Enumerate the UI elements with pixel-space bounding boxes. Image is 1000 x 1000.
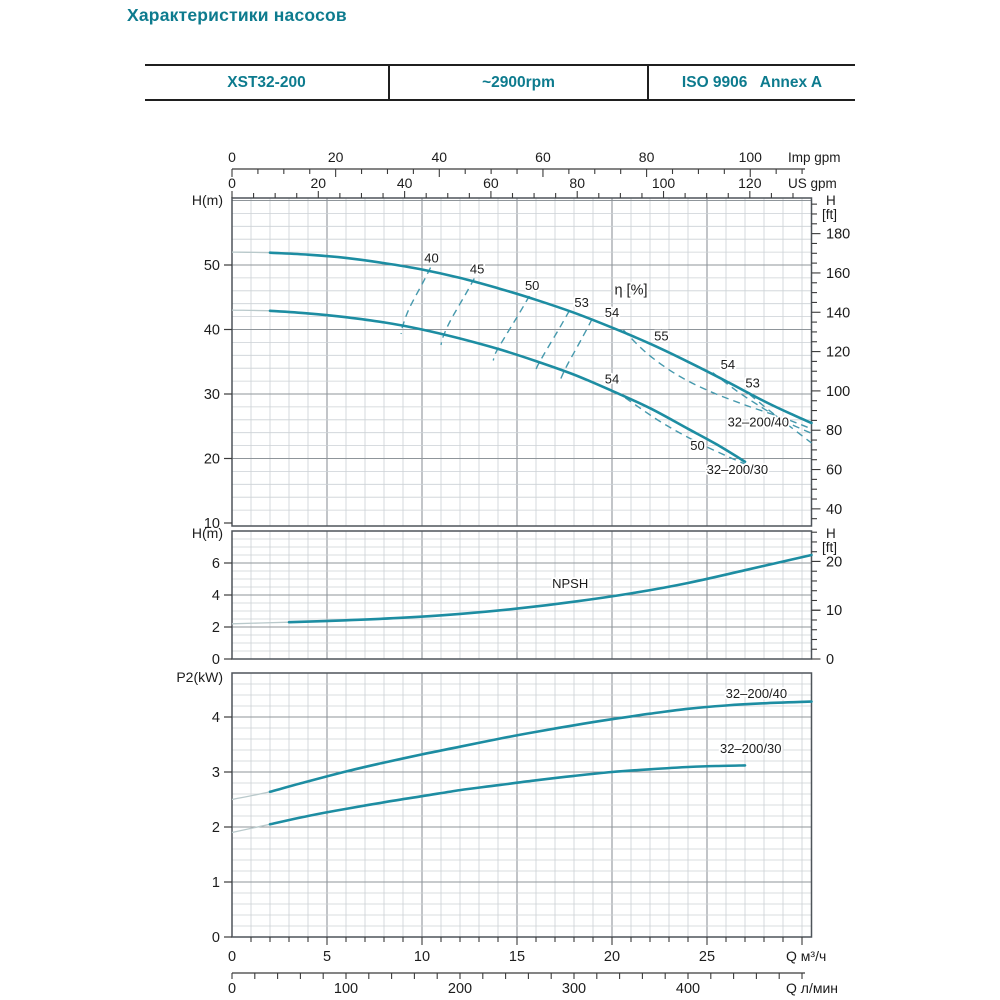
head-right-tick-label: 180 xyxy=(826,227,850,243)
p2-left-tick-label: 4 xyxy=(212,710,220,726)
head-right-tick-label: 60 xyxy=(826,463,842,479)
imp-gpm-unit: Imp gpm xyxy=(788,150,841,165)
us-gpm-tick-label: 100 xyxy=(652,175,676,191)
imp-gpm-tick-label: 60 xyxy=(535,149,551,165)
q-m3h-tick-label: 10 xyxy=(414,949,430,965)
us-gpm-tick-label: 20 xyxy=(311,175,327,191)
us-gpm-tick-label: 120 xyxy=(738,175,762,191)
us-gpm-unit: US gpm xyxy=(788,176,837,191)
head-right-tick-label: 80 xyxy=(826,423,842,439)
head-right-tick-label: 120 xyxy=(826,345,850,361)
head-left-tick-label: 20 xyxy=(204,452,220,468)
npsh-left-tick-label: 2 xyxy=(212,620,220,636)
q-m3h-unit: Q м³/ч xyxy=(786,948,826,964)
efficiency-contour-54 xyxy=(712,372,812,434)
spec-speed: ~2900rpm xyxy=(388,66,647,99)
head-left-tick-label: 10 xyxy=(204,516,220,532)
efficiency-contour-53 xyxy=(534,310,570,374)
imp-gpm-tick-label: 40 xyxy=(432,149,448,165)
curve-32–200/40 xyxy=(268,700,813,794)
q-m3h-tick-label: 0 xyxy=(228,949,236,965)
chart-label-32200/30: 32–200/30 xyxy=(707,462,768,477)
head-ylabel-right: H xyxy=(826,193,836,208)
chart-label-50: 50 xyxy=(690,438,704,453)
q-m3h-tick-label: 5 xyxy=(323,949,331,965)
efficiency-contour-53 xyxy=(749,394,812,444)
q-lmin-tick-label: 300 xyxy=(562,981,586,997)
imp-gpm-tick-label: 80 xyxy=(639,149,655,165)
chart-label-55: 55 xyxy=(654,328,668,343)
q-m3h-tick-label: 15 xyxy=(509,949,525,965)
q-lmin-tick-label: 400 xyxy=(676,981,700,997)
q-lmin-tick-label: 100 xyxy=(334,981,358,997)
imp-gpm-tick-label: 0 xyxy=(228,149,236,165)
chart-label-53: 53 xyxy=(745,376,759,391)
us-gpm-tick-label: 0 xyxy=(228,175,236,191)
p2-plot-border xyxy=(231,672,813,938)
spec-standard: ISO 9906 Annex A xyxy=(647,66,855,99)
us-gpm-tick-label: 80 xyxy=(569,175,585,191)
chart-label-32200/40: 32–200/40 xyxy=(726,686,787,701)
npsh-right-tick-label: 10 xyxy=(826,603,842,619)
npsh-ylabel-right: H xyxy=(826,526,836,541)
q-lmin-tick-label: 200 xyxy=(448,981,472,997)
chart-label-32200/40: 32–200/40 xyxy=(728,414,789,429)
chart-label-32200/30: 32–200/30 xyxy=(720,741,781,756)
head-left-tick-label: 40 xyxy=(204,323,220,339)
chart-label-50: 50 xyxy=(525,278,539,293)
curve-lowflow-NPSH xyxy=(231,621,290,625)
us-gpm-tick-label: 40 xyxy=(397,175,413,191)
npsh-left-tick-label: 0 xyxy=(212,652,220,668)
npsh-right-tick-label: 0 xyxy=(826,652,834,668)
head-left-tick-label: 30 xyxy=(204,387,220,403)
chart-label-45: 45 xyxy=(470,261,484,276)
imp-gpm-tick-label: 20 xyxy=(328,149,344,165)
head-plot-border xyxy=(231,197,813,527)
page-title: Характеристики насосов xyxy=(127,5,347,25)
spec-table: XST32-200 ~2900rpm ISO 9906 Annex A xyxy=(145,64,855,101)
chart-label-54: 54 xyxy=(605,372,619,387)
chart-label-54: 54 xyxy=(605,305,619,320)
efficiency-contour-50 xyxy=(624,397,757,470)
spec-model: XST32-200 xyxy=(227,73,306,91)
head-left-tick-label: 50 xyxy=(204,258,220,274)
p2-left-tick-label: 0 xyxy=(212,930,220,946)
efficiency-contour-54 xyxy=(559,318,593,384)
q-lmin-unit: Q л/мин xyxy=(786,980,838,996)
head-ylabel-right: [ft] xyxy=(822,207,837,222)
efficiency-contour-55 xyxy=(622,329,812,430)
head-right-tick-label: 100 xyxy=(826,384,850,400)
curve-32–200/30 xyxy=(268,764,747,826)
q-m3h-tick-label: 20 xyxy=(604,949,620,965)
head-right-tick-label: 140 xyxy=(826,305,850,321)
chart-label-54: 54 xyxy=(721,357,735,372)
us-gpm-tick-label: 60 xyxy=(483,175,499,191)
head-right-tick-label: 40 xyxy=(826,502,842,518)
npsh-left-tick-label: 4 xyxy=(212,588,220,604)
npsh-left-tick-label: 6 xyxy=(212,556,220,572)
q-lmin-tick-label: 0 xyxy=(228,981,236,997)
p2-ylabel-left: P2(kW) xyxy=(176,669,223,685)
head-right-tick-label: 160 xyxy=(826,266,850,282)
imp-gpm-tick-label: 100 xyxy=(739,149,763,165)
p2-left-tick-label: 2 xyxy=(212,820,220,836)
chart-label-%: η [%] xyxy=(614,283,647,299)
curve-32–200/30 xyxy=(268,309,747,463)
curve-32–200/40 xyxy=(268,251,813,425)
q-m3h-tick-label: 25 xyxy=(699,949,715,965)
npsh-ylabel-right: [ft] xyxy=(822,540,837,555)
p2-left-tick-label: 3 xyxy=(212,765,220,781)
curve-NPSH xyxy=(287,553,813,624)
chart-label-NPSH: NPSH xyxy=(552,576,588,591)
head-ylabel-left: H(m) xyxy=(192,192,223,208)
chart-label-40: 40 xyxy=(424,250,438,265)
npsh-ylabel-left: H(m) xyxy=(192,525,223,541)
efficiency-contour-45 xyxy=(440,278,475,346)
chart-label-53: 53 xyxy=(574,295,588,310)
npsh-right-tick-label: 20 xyxy=(826,554,842,570)
p2-left-tick-label: 1 xyxy=(212,875,220,891)
efficiency-contour-50 xyxy=(492,295,531,361)
